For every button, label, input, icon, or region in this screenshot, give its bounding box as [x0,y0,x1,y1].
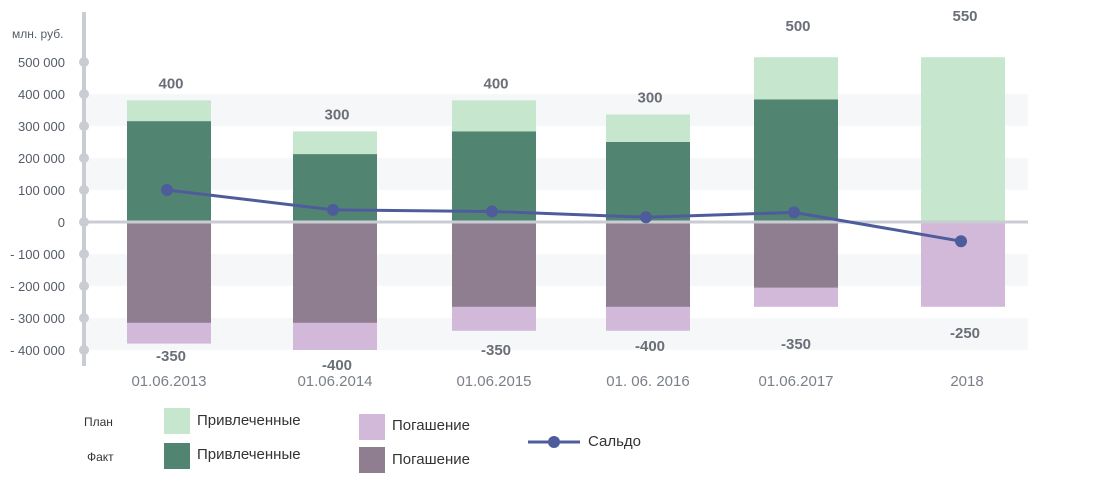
bar-top-label: 300 [637,89,662,106]
y-tick-dot [79,313,89,323]
y-ticks: 500 000 400 000 300 000 200 000 100 000 0 - 10… [10,55,89,358]
bar-top-label: 300 [324,106,349,123]
bar-fact-attracted [127,121,211,222]
bar-fact-repayment [127,222,211,323]
bar-plan-repayment [921,222,1005,307]
balance-point [640,211,652,224]
bar-bottom-label: -250 [950,325,980,342]
bar-fact-repayment [754,222,838,288]
y-tick-dot [79,89,89,99]
legend: План Факт Привлеченные Привлеченные Пога… [0,400,1110,482]
legend-fact-attracted: Привлеченные [197,446,301,463]
bar-top-label: 550 [952,8,977,25]
y-tick-label: 400 000 [18,87,65,102]
y-tick-label: 100 000 [18,183,65,198]
bar-plan-attracted [921,57,1005,223]
data-labels: 400 300 400 300 500 550 -350 -400 -350 -400 -350 -2… [156,8,980,374]
y-tick-dot [79,217,89,227]
y-tick-dot [79,281,89,291]
y-tick-dot [79,153,89,163]
x-tick-label: 01.06.2015 [456,373,531,390]
bar-top-label: 400 [158,75,183,92]
bar-bottom-label: -400 [322,357,352,374]
y-tick-label: - 300 000 [10,311,65,326]
bars [127,57,1005,350]
bar-bottom-label: -400 [635,338,665,355]
y-tick-dot [79,121,89,131]
y-tick-dot [79,345,89,355]
y-tick-label: - 200 000 [10,279,65,294]
y-tick-dot [79,185,89,195]
balance-line-path [166,188,962,243]
y-tick-label: 0 [58,215,65,230]
legend-plan-attracted: Привлеченные [197,412,301,429]
bar-fact-repayment [606,222,690,307]
x-ticks: 01.06.2013 01.06.2014 01.06.2015 01. 06. 20… [131,373,983,390]
legend-fact-label: Факт [87,450,114,464]
bar-fact-repayment [293,222,377,323]
legend-swatch-fact-attracted [164,443,190,469]
y-tick-label: 200 000 [18,151,65,166]
x-tick-label: 2018 [950,373,983,390]
x-tick-label: 01.06.2013 [131,373,206,390]
legend-fact-repayment: Погашение [392,451,470,468]
balance-point [161,184,173,196]
bar-top-label: 500 [785,18,810,35]
legend-swatch-plan-repayment [359,414,385,440]
y-tick-dot [79,249,89,259]
bar-fact-repayment [452,222,536,307]
bar-fact-attracted [606,142,690,222]
bar-bottom-label: -350 [481,342,511,359]
y-tick-label: 500 000 [18,55,65,70]
unit-label: млн. руб. [12,27,63,41]
x-tick-label: 01.06.2014 [297,373,372,390]
balance-point [327,203,339,216]
legend-swatch-fact-repayment [359,447,385,473]
x-tick-label: 01.06.2017 [758,373,833,390]
balance-point [788,206,800,219]
legend-plan-repayment: Погашение [392,417,470,434]
chart: млн. руб. 500 000 400 000 300 000 200 000 10… [10,8,1028,390]
legend-swatch-plan-attracted [164,408,190,434]
legend-plan-label: План [84,415,113,429]
y-tick-label: - 100 000 [10,247,65,262]
x-tick-label: 01. 06. 2016 [606,373,689,390]
balance-point [486,205,498,218]
y-tick-label: 300 000 [18,119,65,134]
grid-band [84,318,1028,350]
bar-top-label: 400 [483,75,508,92]
grid-band [84,94,1028,126]
bar-bottom-label: -350 [781,336,811,353]
bar-fact-attracted [754,99,838,222]
legend-balance: Сальдо [588,433,642,450]
grid-band [84,254,1028,286]
bar-bottom-label: -350 [156,348,186,365]
balance-line [161,184,967,248]
y-tick-label: - 400 000 [10,343,65,358]
grid-bands [84,94,1028,350]
balance-point [955,235,967,248]
y-tick-dot [79,57,89,67]
grid-band [84,158,1028,190]
legend-balance-marker [528,436,580,448]
